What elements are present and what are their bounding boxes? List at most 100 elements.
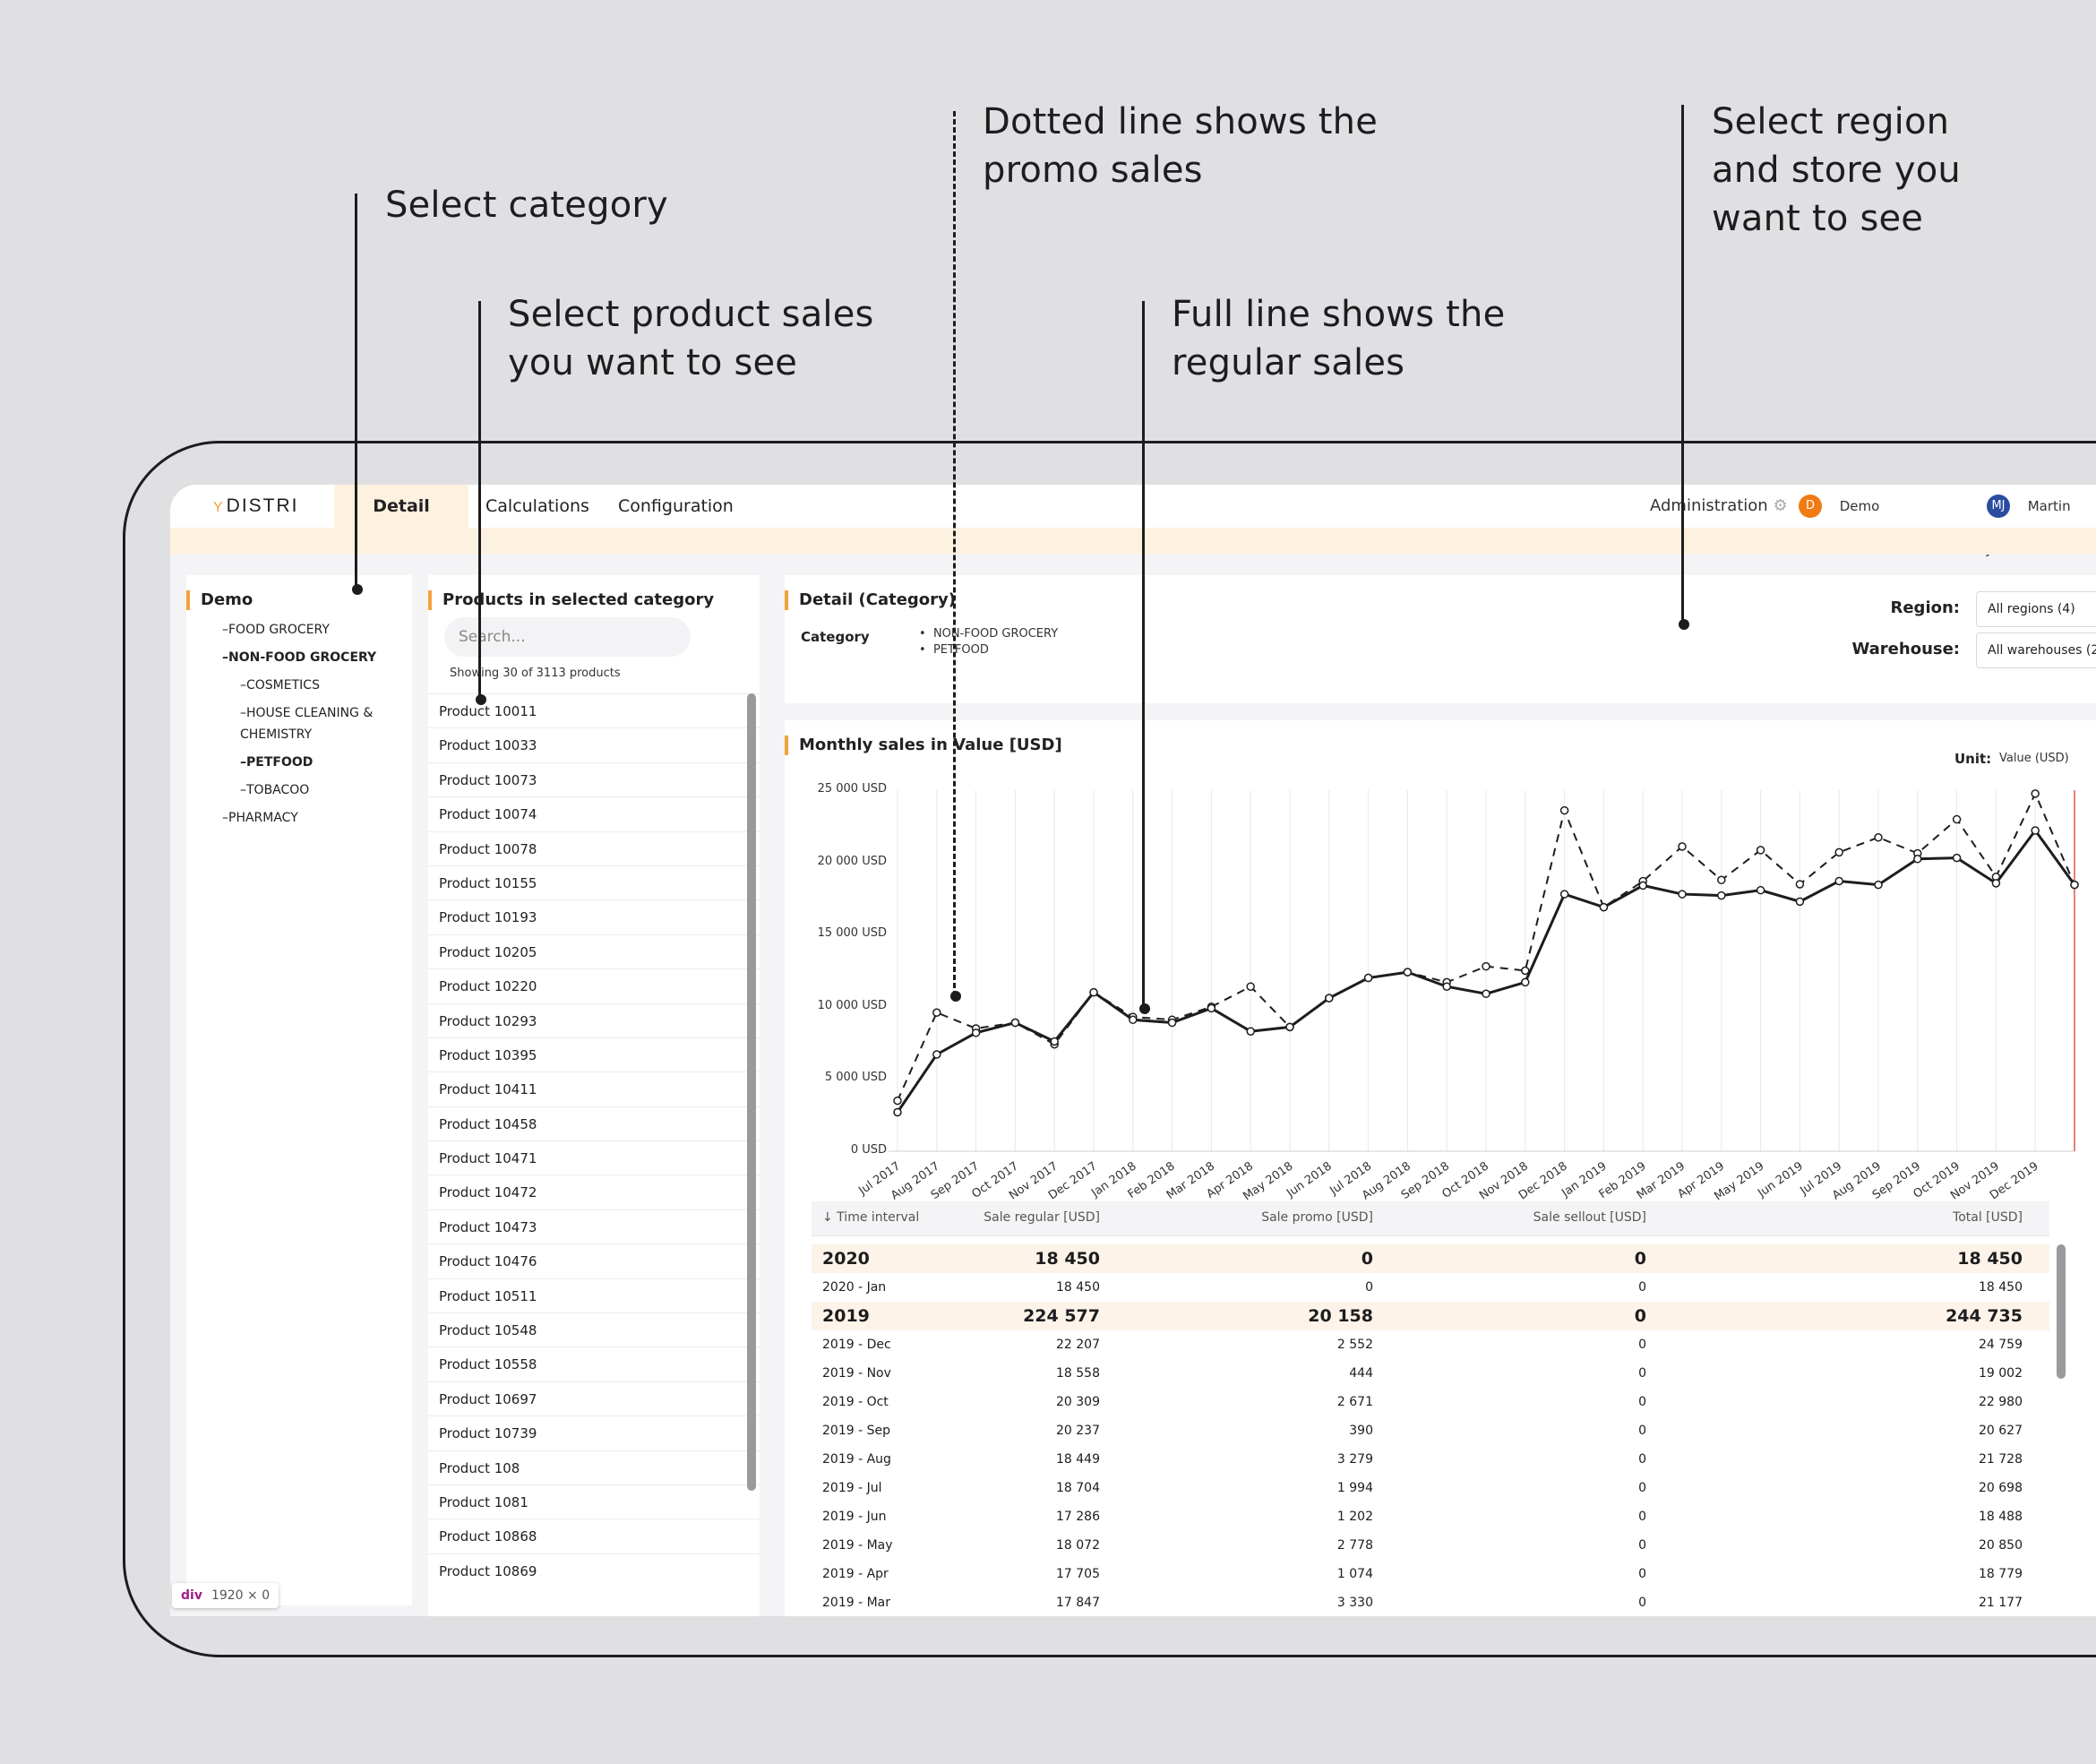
table-row[interactable]: 2019 - Oct 20 309 2 671 0 22 980 [812, 1388, 2049, 1416]
regular-sales-point[interactable] [1089, 987, 1098, 997]
promo-sales-point[interactable] [1795, 880, 1805, 889]
tree-item-non-food-grocery[interactable]: –NON-FOOD GROCERY [222, 650, 377, 665]
product-list-item[interactable]: Product 10458 [428, 1106, 760, 1140]
product-list-item[interactable]: Product 10739 [428, 1416, 760, 1450]
regular-sales-point[interactable] [1599, 902, 1609, 912]
product-list-item[interactable]: Product 10011 [428, 693, 760, 727]
product-list-item[interactable]: Product 10868 [428, 1519, 760, 1553]
table-row-year[interactable]: 2019 224 577 20 158 0 244 735 [812, 1302, 2049, 1330]
product-list-item[interactable]: Product 10472 [428, 1175, 760, 1209]
regular-sales-point[interactable] [1913, 855, 1922, 864]
user-menu[interactable]: MJ Martin Janek [1987, 485, 2096, 557]
promo-sales-point[interactable] [1678, 842, 1687, 851]
promo-sales-point[interactable] [1717, 875, 1726, 885]
col-header-sale-sellout[interactable]: Sale sellout [USD] [1533, 1210, 1646, 1225]
product-list-item[interactable]: Product 108 [428, 1450, 760, 1484]
promo-sales-point[interactable] [1874, 832, 1883, 842]
regular-sales-point[interactable] [1717, 891, 1726, 900]
regular-sales-point[interactable] [1638, 881, 1647, 891]
product-list-item[interactable]: Product 10220 [428, 968, 760, 1002]
product-list-item[interactable]: Product 10548 [428, 1312, 760, 1347]
promo-sales-point[interactable] [1482, 961, 1490, 971]
regular-sales-point[interactable] [2070, 880, 2079, 890]
table-row[interactable]: 2019 - May 18 072 2 778 0 20 850 [812, 1531, 2049, 1560]
product-list-item[interactable]: Product 10471 [428, 1140, 760, 1175]
regular-sales-point[interactable] [1050, 1037, 1059, 1046]
regular-sales-point[interactable] [1991, 879, 2001, 888]
product-list-item[interactable]: Product 10473 [428, 1209, 760, 1243]
regular-sales-point[interactable] [1246, 1027, 1255, 1036]
administration-link[interactable]: Administration ⚙ [1650, 485, 1788, 528]
regular-sales-point[interactable] [1559, 890, 1569, 899]
regular-sales-point[interactable] [1403, 968, 1413, 977]
product-list-item[interactable]: Product 10073 [428, 762, 760, 796]
table-row[interactable]: 2019 - Nov 18 558 444 0 19 002 [812, 1359, 2049, 1388]
table-row[interactable]: 2019 - Jun 17 286 1 202 0 18 488 [812, 1502, 2049, 1531]
regular-sales-point[interactable] [1285, 1022, 1294, 1032]
col-header-sale-regular[interactable]: Sale regular [USD] [984, 1210, 1100, 1225]
regular-sales-point[interactable] [1442, 982, 1451, 991]
product-list-item[interactable]: Product 1081 [428, 1484, 760, 1519]
table-row[interactable]: 2019 - Sep 20 237 390 0 20 627 [812, 1416, 2049, 1445]
regular-sales-point[interactable] [2031, 826, 2040, 835]
table-row[interactable]: 2019 - Dec 22 207 2 552 0 24 759 [812, 1330, 2049, 1359]
regular-sales-point[interactable] [1678, 890, 1687, 899]
product-list-item[interactable]: Product 10558 [428, 1347, 760, 1381]
region-select[interactable]: All regions (4) ﹀ [1976, 591, 2096, 627]
regular-sales-point[interactable] [1521, 977, 1530, 987]
unit-value[interactable]: Value (USD) [1999, 752, 2069, 765]
promo-sales-point[interactable] [932, 1008, 941, 1017]
regular-sales-point[interactable] [1874, 880, 1883, 890]
tree-item-house-cleaning-cont[interactable]: CHEMISTRY [240, 727, 313, 742]
product-list-item[interactable]: Product 10476 [428, 1243, 760, 1278]
tree-item-food-grocery[interactable]: –FOOD GROCERY [222, 623, 330, 637]
product-search-input[interactable] [444, 617, 691, 657]
product-list-item[interactable]: Product 10033 [428, 727, 760, 762]
warehouse-select[interactable]: All warehouses (29) ﹀ [1976, 632, 2096, 668]
product-list-item[interactable]: Product 10395 [428, 1037, 760, 1071]
product-list-item[interactable]: Product 10078 [428, 830, 760, 865]
promo-sales-point[interactable] [1559, 805, 1569, 815]
tree-item-house-cleaning[interactable]: –HOUSE CLEANING & [240, 706, 374, 720]
promo-sales-point[interactable] [1952, 814, 1962, 824]
promo-sales-point[interactable] [2031, 789, 2040, 798]
product-list-item[interactable]: Product 10869 [428, 1553, 760, 1588]
promo-sales-point[interactable] [893, 1096, 902, 1106]
tab-configuration[interactable]: Configuration [618, 496, 734, 516]
table-scrollbar[interactable] [2057, 1244, 2066, 1379]
product-list-item[interactable]: Product 10697 [428, 1381, 760, 1416]
product-list-scrollbar[interactable] [747, 693, 756, 1491]
regular-sales-point[interactable] [932, 1050, 941, 1059]
tree-item-pharmacy[interactable]: –PHARMACY [222, 811, 298, 825]
regular-sales-point[interactable] [971, 1028, 981, 1037]
regular-sales-point[interactable] [1795, 897, 1805, 907]
regular-sales-point[interactable] [1482, 989, 1490, 999]
regular-sales-point[interactable] [1167, 1018, 1177, 1028]
product-list-item[interactable]: Product 10155 [428, 865, 760, 899]
regular-sales-point[interactable] [1207, 1003, 1216, 1013]
regular-sales-point[interactable] [1952, 853, 1962, 863]
product-list-item[interactable]: Product 10293 [428, 1002, 760, 1037]
tree-item-tobacoo[interactable]: –TOBACOO [240, 783, 310, 797]
tab-calculations[interactable]: Calculations [485, 496, 589, 516]
regular-sales-point[interactable] [1834, 876, 1843, 886]
table-row[interactable]: 2020 - Jan 18 450 0 0 18 450 [812, 1273, 2049, 1302]
product-list-item[interactable]: Product 10511 [428, 1278, 760, 1312]
promo-sales-point[interactable] [1246, 982, 1255, 991]
col-header-total[interactable]: Total [USD] [1953, 1210, 2023, 1225]
promo-sales-point[interactable] [1521, 966, 1530, 976]
col-header-time-interval[interactable]: ↓ Time interval [822, 1210, 920, 1225]
table-row-year[interactable]: 2020 18 450 0 0 18 450 [812, 1244, 2049, 1273]
product-list-item[interactable]: Product 10205 [428, 934, 760, 968]
table-row[interactable]: 2019 - Aug 18 449 3 279 0 21 728 [812, 1445, 2049, 1474]
regular-sales-point[interactable] [1010, 1018, 1020, 1028]
product-list-item[interactable]: Product 10193 [428, 899, 760, 934]
regular-sales-point[interactable] [893, 1107, 902, 1117]
org-switcher[interactable]: D Demo [1799, 485, 1879, 528]
product-list-item[interactable]: Product 10411 [428, 1071, 760, 1106]
col-header-sale-promo[interactable]: Sale promo [USD] [1261, 1210, 1373, 1225]
tree-item-cosmetics[interactable]: –COSMETICS [240, 678, 320, 693]
regular-sales-point[interactable] [1129, 1015, 1138, 1025]
promo-sales-point[interactable] [1756, 846, 1765, 855]
table-row[interactable]: 2019 - Apr 17 705 1 074 0 18 779 [812, 1560, 2049, 1588]
